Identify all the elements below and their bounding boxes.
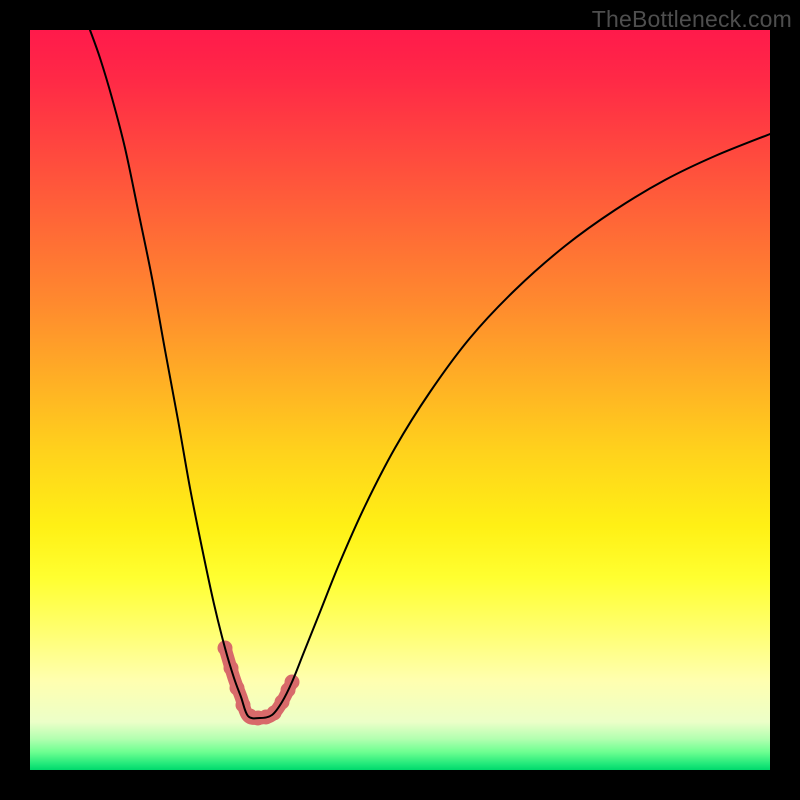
plot-surface (0, 0, 800, 800)
watermark-text: TheBottleneck.com (592, 6, 792, 33)
gradient-background (30, 30, 770, 770)
